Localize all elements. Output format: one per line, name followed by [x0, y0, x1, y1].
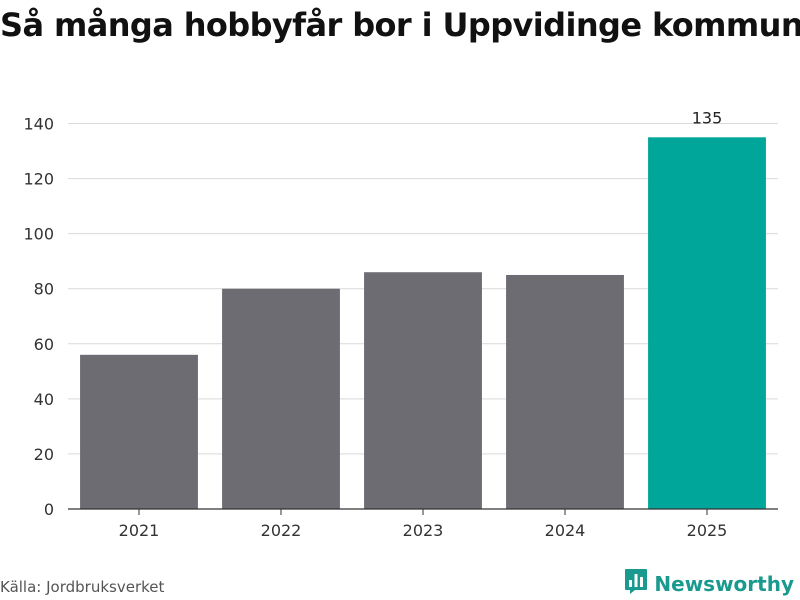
source-note: Källa: Jordbruksverket — [0, 578, 165, 596]
x-tick-label: 2023 — [403, 521, 444, 540]
bar-2021 — [80, 354, 198, 509]
x-axis-ticks: 2021 2022 2023 2024 2025 — [119, 509, 728, 540]
y-tick-label: 40 — [34, 390, 54, 409]
bar-2024 — [506, 274, 624, 509]
y-tick-label: 100 — [23, 225, 54, 244]
x-tick-label: 2022 — [261, 521, 302, 540]
y-tick-label: 20 — [34, 445, 54, 464]
x-tick-label: 2021 — [119, 521, 160, 540]
bar-2025 — [648, 137, 766, 510]
y-tick-label: 140 — [23, 115, 54, 134]
newsworthy-logo-icon — [624, 568, 648, 599]
bar-2022 — [222, 288, 340, 509]
chart-title: Så många hobbyfår bor i Uppvidinge kommu… — [0, 6, 800, 44]
y-tick-label: 0 — [44, 500, 54, 519]
y-axis-ticks: 0 20 40 60 80 100 120 140 — [23, 115, 54, 519]
brand-name: Newsworthy — [654, 571, 794, 596]
y-tick-label: 80 — [34, 280, 54, 299]
data-label: 135 — [692, 108, 723, 127]
x-tick-label: 2025 — [687, 521, 728, 540]
newsworthy-brand[interactable]: Newsworthy — [624, 568, 794, 599]
data-labels: 135 — [692, 108, 723, 127]
y-tick-label: 60 — [34, 335, 54, 354]
x-tick-label: 2024 — [545, 521, 586, 540]
bars — [80, 137, 766, 510]
bar-2023 — [364, 272, 482, 509]
y-tick-label: 120 — [23, 170, 54, 189]
